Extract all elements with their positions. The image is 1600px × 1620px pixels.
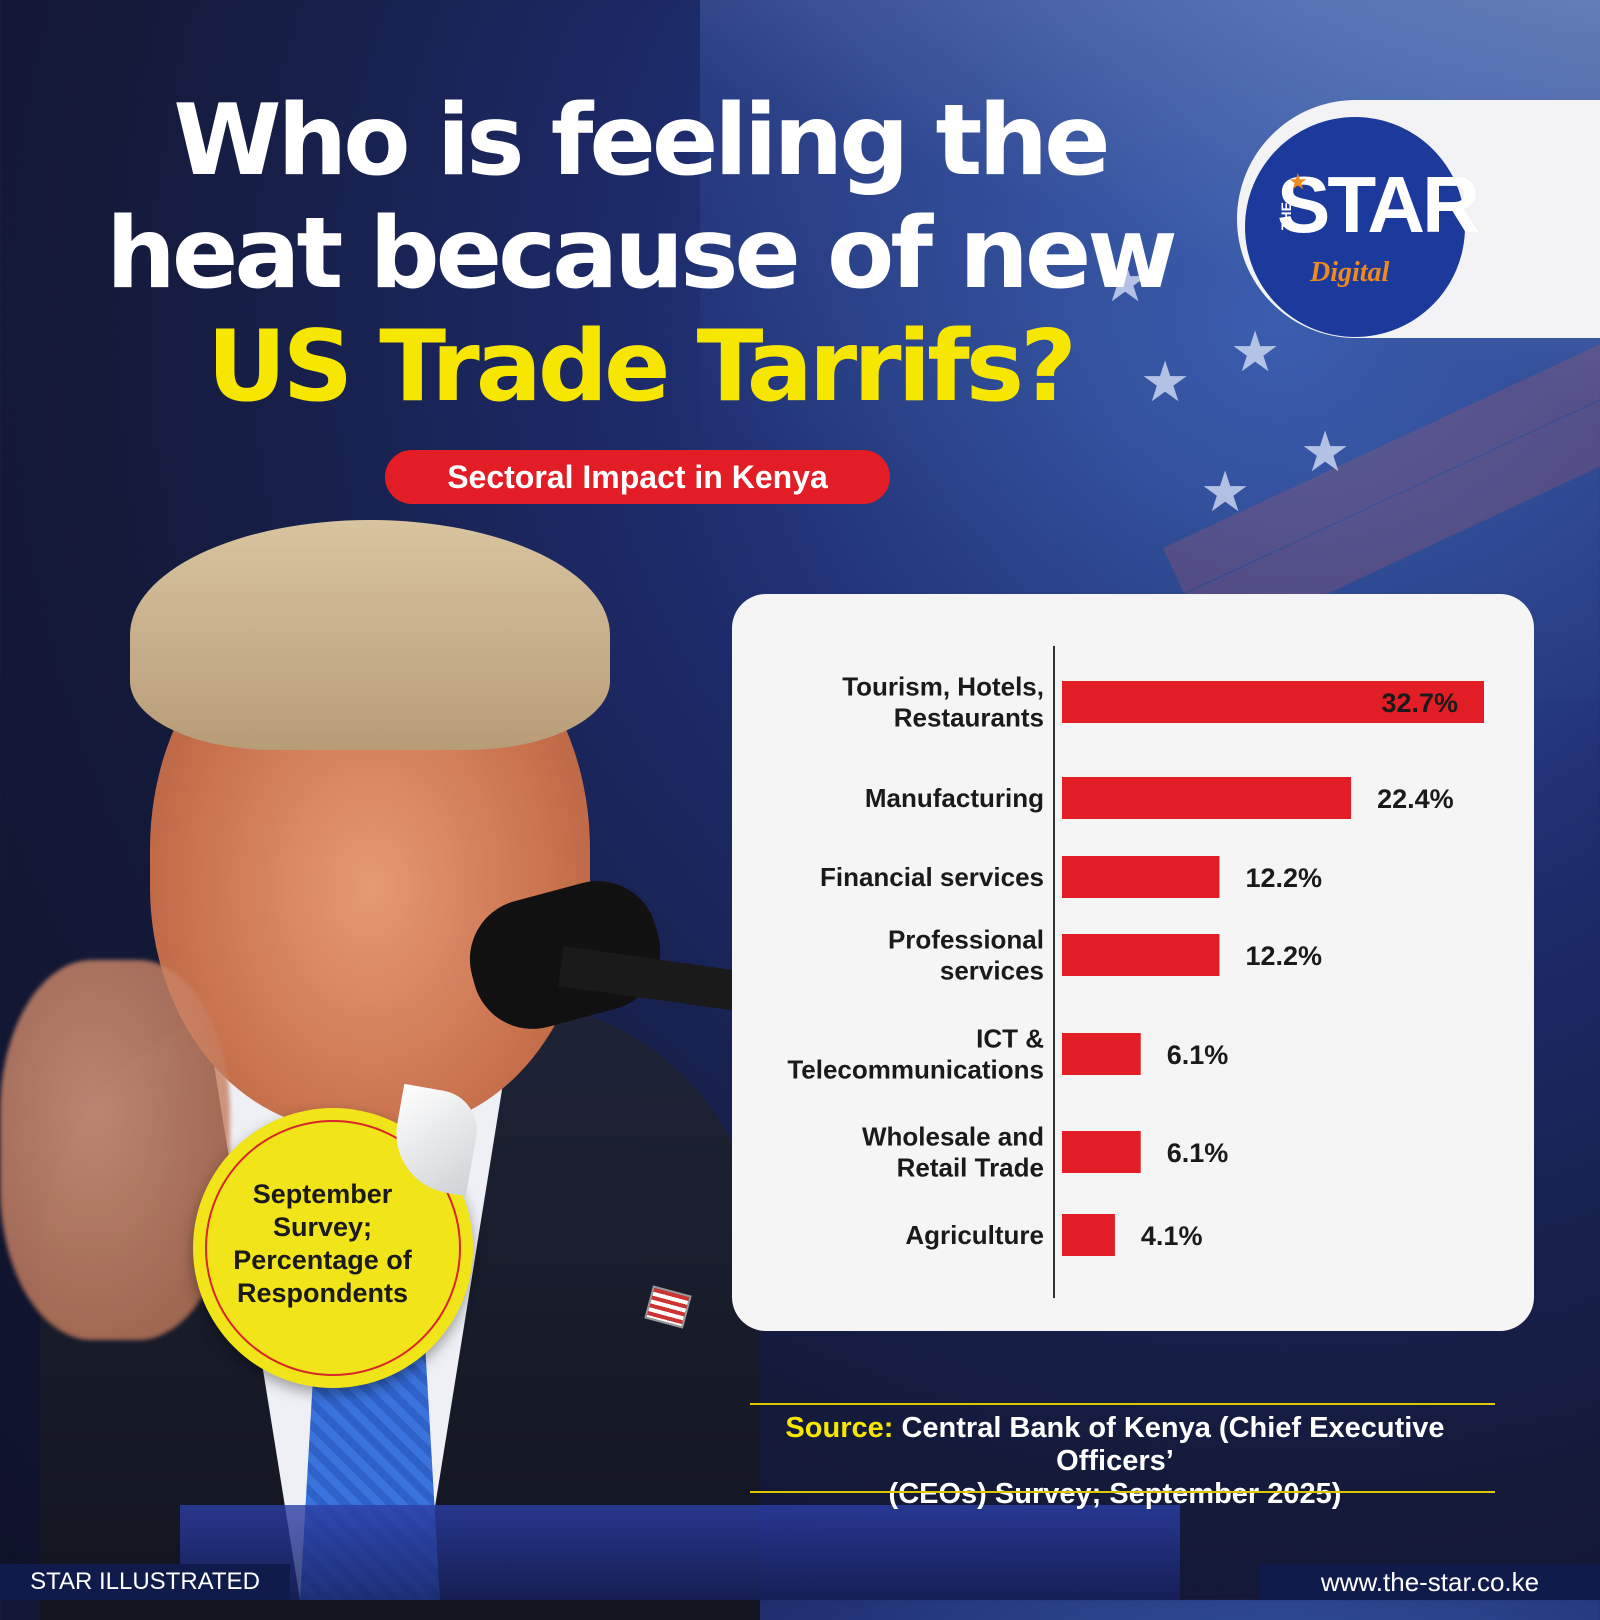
category-label-line: Tourism, Hotels, [842, 672, 1044, 702]
flag-star-icon: ★ [1230, 320, 1281, 385]
page-title: Who is feeling the heat because of new U… [100, 85, 1180, 424]
sticker-line: September [252, 1179, 393, 1209]
category-label: ICT & Telecommunications [787, 1024, 1044, 1085]
category-label: Agriculture [905, 1220, 1044, 1250]
category-label-line: Wholesale and [862, 1122, 1044, 1152]
source-divider-bottom [750, 1491, 1495, 1493]
bar-chart: Tourism, Hotels, Restaurants 32.7% Manufact… [787, 646, 1484, 1298]
logo-digital-text: Digital [1310, 257, 1390, 288]
logo [1245, 117, 1465, 337]
category-label-line: Financial services [820, 862, 1044, 892]
bar [1062, 1033, 1141, 1075]
value-label: 12.2% [1245, 863, 1322, 893]
sticker-text: September Survey; Percentage of Responde… [215, 1178, 430, 1310]
sticker-ring [205, 1120, 461, 1376]
chart-card: Tourism, Hotels, Restaurants 32.7% Manufact… [732, 594, 1534, 1331]
category-label: Professional services [888, 925, 1044, 986]
flag-star-icon: ★ [1200, 460, 1251, 525]
title-line-1: Who is feeling the [173, 84, 1110, 198]
source-label: Source: [785, 1412, 894, 1444]
bar [1062, 681, 1484, 723]
sticker-line: Survey; [272, 1212, 373, 1242]
category-label-line: Telecommunications [787, 1055, 1044, 1085]
bar [1062, 934, 1220, 976]
sticker-line: Respondents [236, 1278, 409, 1308]
flag-star-icon: ★ [1100, 250, 1151, 315]
hair [130, 520, 610, 750]
source-note: Source: Central Bank of Kenya (Chief Exe… [735, 1412, 1495, 1511]
bar [1062, 777, 1352, 819]
category-label-line: Restaurants [894, 703, 1044, 733]
category-label: Tourism, Hotels, Restaurants [842, 672, 1044, 733]
source-text-2: (CEOs) Survey; September 2025) [888, 1478, 1342, 1510]
value-label: 6.1% [1167, 1040, 1229, 1070]
title-line-2: heat because of new [106, 197, 1178, 311]
footer-credit: STAR ILLUSTRATED [0, 1564, 290, 1600]
sticker-line: Percentage of [233, 1245, 412, 1275]
category-label-line: ICT & [976, 1024, 1044, 1054]
logo-star-text: STAR [1277, 160, 1480, 249]
bar [1062, 856, 1220, 898]
bar [1062, 1131, 1141, 1173]
category-label-line: Manufacturing [865, 783, 1044, 813]
value-label: 32.7% [1381, 688, 1458, 718]
speaker-photo [0, 520, 762, 1620]
value-label: 12.2% [1245, 941, 1322, 971]
source-text-1: Central Bank of Kenya (Chief Executive O… [893, 1412, 1445, 1477]
star-icon: ★ [1288, 170, 1308, 195]
flag-star-icon: ★ [1300, 420, 1351, 485]
podium [180, 1505, 1180, 1600]
category-label: Wholesale and Retail Trade [862, 1122, 1044, 1183]
category-label-line: Professional [888, 925, 1044, 955]
flag-star-icon: ★ [1140, 350, 1191, 415]
footer-url[interactable]: www.the-star.co.ke [1260, 1564, 1600, 1600]
title-line-3: US Trade Tarrifs? [207, 310, 1077, 424]
category-label-line: services [940, 956, 1044, 986]
source-divider-top [750, 1403, 1495, 1405]
subtitle-badge: Sectoral Impact in Kenya [385, 450, 890, 504]
value-label: 6.1% [1167, 1138, 1229, 1168]
category-label-line: Agriculture [905, 1220, 1044, 1250]
category-label-line: Retail Trade [897, 1153, 1044, 1183]
hand [0, 960, 230, 1340]
bar [1062, 1214, 1115, 1256]
value-label: 22.4% [1377, 784, 1454, 814]
category-label: Manufacturing [865, 783, 1044, 813]
category-label: Financial services [820, 862, 1044, 892]
value-label: 4.1% [1141, 1221, 1203, 1251]
